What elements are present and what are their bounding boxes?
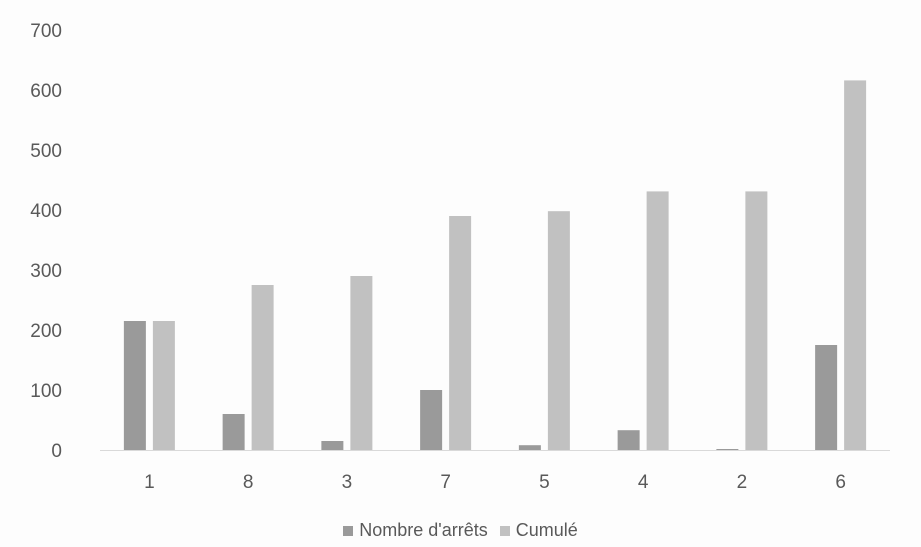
bar-nombre-arrets-5 <box>518 445 541 450</box>
bar-nombre-arrets-2 <box>716 449 739 450</box>
legend-entry-cumule: Cumulé <box>499 520 578 541</box>
y-tick-label: 400 <box>30 201 62 222</box>
bar-cumule-8 <box>251 285 274 450</box>
bar-cumule-1 <box>152 321 175 450</box>
bars <box>123 80 867 451</box>
legend: Nombre d'arrêts Cumulé <box>0 520 921 541</box>
y-tick-label: 200 <box>30 321 62 342</box>
y-axis-tick-labels: 0 100 200 300 400 500 600 700 <box>30 21 62 462</box>
y-tick-label: 600 <box>30 81 62 102</box>
y-tick-label: 0 <box>51 441 62 462</box>
bar-cumule-2 <box>745 191 768 450</box>
legend-label-cumule: Cumulé <box>515 520 578 540</box>
legend-entry-nombre-arrets: Nombre d'arrêts <box>343 520 488 541</box>
x-tick-label: 2 <box>737 472 748 493</box>
bar-nombre-arrets-3 <box>321 441 344 450</box>
bar-nombre-arrets-1 <box>123 321 146 450</box>
y-tick-label: 500 <box>30 141 62 162</box>
legend-swatch-nombre-arrets <box>343 525 354 536</box>
bar-nombre-arrets-6 <box>815 345 838 450</box>
bar-cumule-6 <box>844 80 867 451</box>
x-tick-label: 7 <box>440 472 451 493</box>
legend-label-nombre-arrets: Nombre d'arrêts <box>359 520 488 540</box>
y-tick-label: 700 <box>30 21 62 42</box>
bar-cumule-3 <box>350 276 373 450</box>
x-tick-label: 6 <box>835 472 846 493</box>
x-tick-label: 3 <box>342 472 353 493</box>
bar-cumule-4 <box>646 191 669 450</box>
y-tick-label: 300 <box>30 261 62 282</box>
x-tick-label: 5 <box>539 472 550 493</box>
bar-nombre-arrets-8 <box>222 414 245 450</box>
x-tick-label: 8 <box>243 472 254 493</box>
bar-cumule-5 <box>547 211 570 450</box>
x-axis-tick-labels: 1 8 3 7 5 4 2 6 <box>144 472 846 493</box>
x-tick-label: 1 <box>144 472 155 493</box>
legend-swatch-cumule <box>499 525 510 536</box>
y-tick-label: 100 <box>30 381 62 402</box>
bar-cumule-7 <box>449 216 472 450</box>
bar-nombre-arrets-4 <box>617 430 640 450</box>
x-tick-label: 4 <box>638 472 649 493</box>
bar-nombre-arrets-7 <box>420 390 443 450</box>
